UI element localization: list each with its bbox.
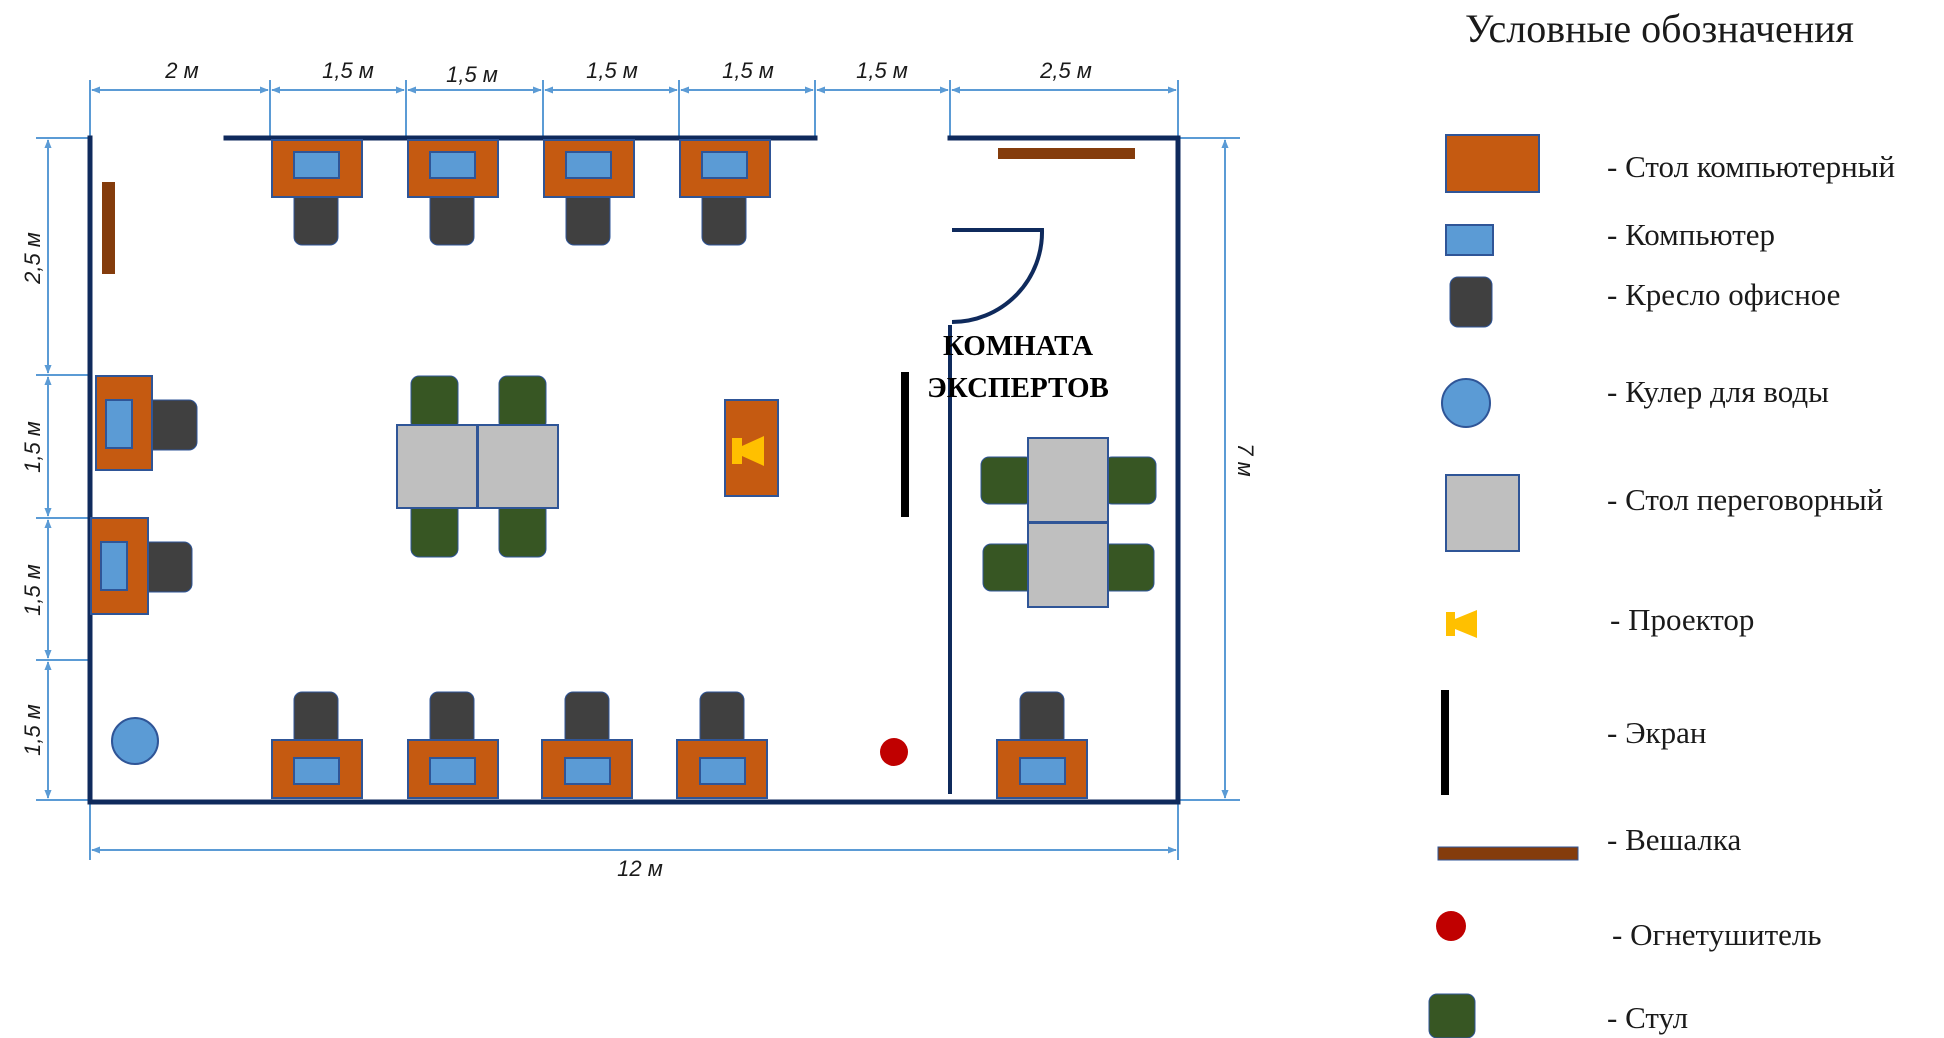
dim-bottom: 12 м [617, 856, 663, 881]
workstation [271, 139, 363, 246]
dim-top-5: 1,5 м [722, 58, 774, 83]
dim-left-2: 1,5 м [20, 421, 45, 473]
meeting-table [477, 424, 559, 509]
water-cooler-icon [111, 717, 159, 765]
legend-label-chair: - Стул [1607, 1000, 1688, 1035]
chair [1101, 543, 1155, 592]
legend-label-computer: - Компьютер [1607, 217, 1775, 252]
legend-label-screen: - Экран [1607, 715, 1706, 750]
chair [410, 501, 459, 558]
screen-icon [1441, 690, 1449, 795]
legend-title: Условные обозначения [1465, 6, 1854, 51]
workstation-expert [996, 691, 1088, 799]
dim-left-4: 1,5 м [20, 704, 45, 756]
workstations-left [90, 375, 198, 615]
meeting-table [396, 424, 478, 509]
computer-desk-icon [1445, 134, 1540, 193]
meeting-table [1027, 437, 1109, 523]
chair [498, 375, 547, 431]
workstation [90, 517, 193, 615]
meeting-area-expert [980, 437, 1157, 608]
legend-label-projector: - Проектор [1610, 602, 1754, 637]
dim-top-2: 1,5 м [322, 58, 374, 83]
workstation [95, 375, 198, 471]
chair [498, 501, 547, 558]
workstation [407, 139, 499, 246]
chair [980, 456, 1034, 505]
dim-top-7: 2,5 м [1039, 58, 1092, 83]
meeting-table-icon [1445, 474, 1520, 552]
screen-icon [901, 372, 909, 517]
dim-left-1: 2,5 м [20, 232, 45, 285]
coat-rack-expert [998, 148, 1135, 159]
legend-label-meeting-table: - Стол переговорный [1607, 482, 1883, 517]
water-cooler-icon [1441, 378, 1491, 428]
dim-top-3: 1,5 м [446, 62, 498, 87]
computer-icon [1445, 224, 1494, 256]
workstation [541, 691, 633, 799]
dim-right: 7 м [1233, 443, 1258, 476]
fire-extinguisher-icon [880, 738, 908, 766]
workstation [271, 691, 363, 799]
legend-label-coat-rack: - Вешалка [1607, 822, 1741, 857]
legend: Условные обозначения - Стол компьютерный… [1428, 6, 1895, 1038]
chair [1103, 456, 1157, 505]
office-chair-icon [1449, 276, 1493, 328]
fire-extinguisher-icon [1436, 911, 1466, 941]
workstations-bottom [271, 691, 1088, 799]
room-label-line1: КОМНАТА [943, 330, 1093, 362]
legend-label-desk: - Стол компьютерный [1607, 149, 1895, 184]
meeting-area-main [396, 375, 559, 558]
projector [724, 399, 779, 497]
dim-top-4: 1,5 м [586, 58, 638, 83]
workstation [407, 691, 499, 799]
legend-label-extinguisher: - Огнетушитель [1612, 917, 1822, 952]
chair-icon [1428, 993, 1476, 1038]
projector-icon [1446, 610, 1477, 638]
dim-top-1: 2 м [164, 58, 198, 83]
workstations-top [271, 139, 771, 246]
meeting-table [1027, 522, 1109, 608]
workstation [679, 139, 771, 246]
coat-rack-icon [1437, 846, 1579, 861]
room-label-line2: ЭКСПЕРТОВ [927, 372, 1109, 404]
legend-label-cooler: - Кулер для воды [1607, 374, 1829, 409]
coat-rack-left [102, 182, 115, 274]
door-swing [951, 228, 1045, 324]
walls [87, 135, 1181, 805]
dimension-labels: 2 м 1,5 м 1,5 м 1,5 м 1,5 м 1,5 м 2,5 м … [20, 58, 1258, 881]
dim-left-3: 1,5 м [20, 564, 45, 616]
workstation [676, 691, 768, 799]
dim-top-6: 1,5 м [856, 58, 908, 83]
workstation [543, 139, 635, 246]
chair [410, 375, 459, 431]
dimension-lines [36, 80, 1240, 860]
legend-label-office-chair: - Кресло офисное [1607, 277, 1840, 312]
